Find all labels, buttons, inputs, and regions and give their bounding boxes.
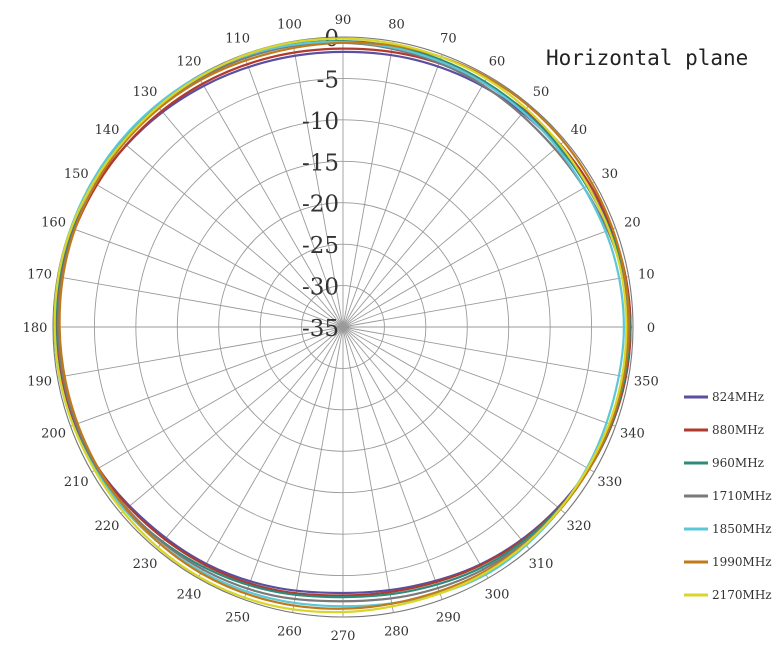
polar-grid bbox=[52, 36, 634, 618]
grid-spoke bbox=[120, 140, 344, 328]
radial-tick-label: -5 bbox=[317, 67, 339, 93]
grid-spoke bbox=[342, 104, 530, 328]
angle-tick-label: 140 bbox=[95, 123, 120, 138]
grid-spoke bbox=[156, 326, 344, 550]
angle-tick-label: 350 bbox=[634, 374, 659, 389]
angle-tick-label: 0 bbox=[647, 321, 655, 336]
grid-spoke bbox=[57, 276, 344, 328]
angle-tick-label: 60 bbox=[489, 54, 506, 69]
radial-tick-label: -20 bbox=[302, 192, 339, 218]
angle-tick-label: 170 bbox=[27, 268, 52, 283]
legend-label: 1710MHz bbox=[712, 489, 772, 503]
angle-tick-label: 180 bbox=[23, 321, 48, 336]
grid-spoke bbox=[243, 326, 344, 600]
angle-tick-label: 30 bbox=[601, 167, 618, 182]
grid-spoke bbox=[292, 326, 344, 613]
angle-tick-label: 300 bbox=[485, 588, 510, 603]
chart-title: Horizontal plane bbox=[546, 46, 748, 70]
series-line-1710mhz bbox=[56, 41, 630, 603]
angle-tick-label: 190 bbox=[27, 374, 52, 389]
angle-tick-label: 40 bbox=[571, 123, 588, 138]
grid-spoke bbox=[243, 54, 344, 328]
legend-label: 960MHz bbox=[712, 456, 764, 470]
grid-spoke bbox=[342, 227, 616, 328]
angle-tick-label: 340 bbox=[620, 426, 645, 441]
radial-tick-label: -10 bbox=[302, 109, 339, 135]
angle-tick-label: 10 bbox=[638, 268, 655, 283]
grid-spoke bbox=[70, 326, 344, 427]
angle-tick-label: 320 bbox=[567, 519, 592, 534]
grid-spoke bbox=[342, 326, 530, 550]
series-line-1990mhz bbox=[58, 41, 630, 610]
grid-spoke bbox=[70, 227, 344, 328]
radial-tick-label: -35 bbox=[302, 316, 339, 342]
angle-tick-label: 160 bbox=[41, 216, 66, 231]
grid-spoke bbox=[342, 326, 629, 378]
grid-spoke bbox=[197, 326, 344, 579]
angle-tick-labels: 0 10 20 30 40 50 60 70 80 90 100 110 120 130 140 150 160… bbox=[23, 13, 659, 644]
angle-tick-label: 50 bbox=[533, 85, 550, 100]
grid-spoke bbox=[342, 326, 394, 613]
series-lines bbox=[53, 37, 632, 614]
radial-tick-label: -15 bbox=[302, 150, 339, 176]
radial-tick-label: -30 bbox=[302, 275, 339, 301]
angle-tick-label: 120 bbox=[177, 54, 202, 69]
grid-spoke bbox=[342, 75, 489, 328]
grid-spoke bbox=[342, 326, 595, 473]
legend-label: 1990MHz bbox=[712, 555, 772, 569]
angle-tick-label: 130 bbox=[133, 85, 158, 100]
angle-tick-label: 240 bbox=[177, 588, 202, 603]
grid-spoke bbox=[342, 326, 443, 600]
angle-tick-label: 100 bbox=[277, 18, 302, 33]
angle-tick-label: 330 bbox=[597, 475, 622, 490]
angle-tick-label: 310 bbox=[529, 557, 554, 572]
grid-spoke bbox=[342, 54, 443, 328]
grid-spoke bbox=[342, 276, 629, 328]
grid-spoke bbox=[342, 181, 595, 328]
legend-label: 2170MHz bbox=[712, 588, 772, 602]
grid-spoke bbox=[342, 326, 489, 579]
angle-tick-label: 70 bbox=[440, 32, 457, 47]
grid-spoke bbox=[342, 326, 616, 427]
legend: 824MHz 880MHz 960MHz 1710MHz 1850MHz 1990MHz 2… bbox=[684, 390, 772, 602]
angle-tick-label: 280 bbox=[384, 624, 409, 639]
grid-spoke bbox=[342, 140, 566, 328]
grid-spoke bbox=[342, 41, 394, 328]
angle-tick-label: 250 bbox=[225, 610, 250, 625]
angle-tick-label: 110 bbox=[225, 32, 250, 47]
angle-tick-label: 80 bbox=[388, 18, 405, 33]
grid-spoke bbox=[120, 326, 344, 514]
grid-spoke bbox=[57, 326, 344, 378]
angle-tick-label: 290 bbox=[436, 610, 461, 625]
angle-tick-label: 220 bbox=[95, 519, 120, 534]
angle-tick-label: 230 bbox=[133, 557, 158, 572]
angle-tick-label: 260 bbox=[277, 624, 302, 639]
grid-spoke bbox=[197, 75, 344, 328]
legend-label: 824MHz bbox=[712, 390, 764, 404]
angle-tick-label: 20 bbox=[624, 216, 641, 231]
series-line-2170mhz bbox=[53, 37, 628, 614]
grid-spoke bbox=[292, 41, 344, 328]
radial-tick-labels: 0-5-10-15-20-25-30-35 bbox=[302, 26, 339, 342]
angle-tick-label: 210 bbox=[64, 475, 89, 490]
legend-label: 880MHz bbox=[712, 423, 764, 437]
radial-tick-label: -25 bbox=[302, 233, 339, 259]
angle-tick-label: 200 bbox=[41, 426, 66, 441]
grid-spoke bbox=[342, 326, 566, 514]
grid-spoke bbox=[91, 181, 344, 328]
grid-spoke bbox=[91, 326, 344, 473]
grid-spoke bbox=[156, 104, 344, 328]
legend-label: 1850MHz bbox=[712, 522, 772, 536]
angle-tick-label: 150 bbox=[64, 167, 89, 182]
angle-tick-label: 90 bbox=[335, 13, 352, 28]
angle-tick-label: 270 bbox=[331, 629, 356, 644]
